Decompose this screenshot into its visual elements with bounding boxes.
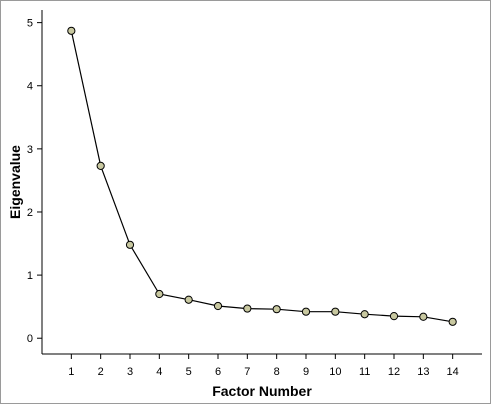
data-point xyxy=(67,26,76,35)
data-point xyxy=(272,305,281,314)
series-line xyxy=(70,30,453,323)
data-point xyxy=(389,312,399,321)
data-point xyxy=(184,295,193,304)
x-tick-label: 5 xyxy=(186,366,192,378)
data-point xyxy=(331,307,340,316)
y-tick-label: 4 xyxy=(27,81,33,93)
x-tick-label: 2 xyxy=(98,366,104,378)
x-tick-label: 10 xyxy=(329,366,341,378)
x-tick-label: 7 xyxy=(244,366,250,378)
y-axis-title: Eigenvalue xyxy=(7,145,23,219)
data-point xyxy=(155,289,164,299)
y-tick-label: 5 xyxy=(27,18,33,30)
x-tick-label: 4 xyxy=(156,366,162,378)
y-tick-label: 1 xyxy=(27,270,33,282)
data-point xyxy=(360,310,369,319)
data-point xyxy=(301,307,311,316)
x-tick-label: 1 xyxy=(68,366,74,378)
data-point xyxy=(243,304,252,313)
data-point xyxy=(448,317,457,326)
x-tick-label: 11 xyxy=(359,366,370,378)
y-tick-label: 3 xyxy=(27,144,33,156)
x-tick-label: 13 xyxy=(417,366,429,378)
y-tick-label: 2 xyxy=(27,207,33,219)
data-point xyxy=(96,161,105,171)
x-tick-label: 3 xyxy=(127,366,133,378)
x-tick-label: 8 xyxy=(274,366,280,378)
x-tick-label: 12 xyxy=(388,366,400,378)
series xyxy=(67,26,457,326)
x-tick-label: 6 xyxy=(215,366,221,378)
y-tick-label: 0 xyxy=(27,333,33,345)
x-axis-title: Factor Number xyxy=(212,383,312,399)
data-point xyxy=(125,240,135,249)
x-tick-label: 14 xyxy=(447,366,459,378)
data-point xyxy=(213,301,223,311)
x-tick-label: 9 xyxy=(303,366,309,378)
data-point xyxy=(419,312,428,321)
